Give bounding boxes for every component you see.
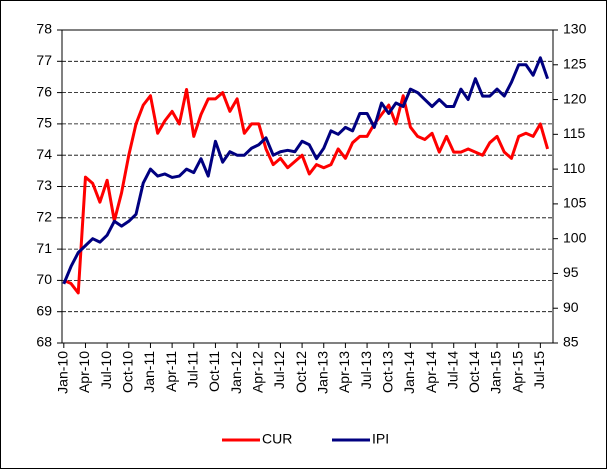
x-tick-label: Oct-12 bbox=[293, 351, 309, 393]
x-tick-label: Oct-11 bbox=[206, 351, 222, 392]
plot-border bbox=[61, 29, 554, 344]
y-tick-label: 68 bbox=[36, 334, 52, 350]
y-tick-label: 76 bbox=[36, 83, 52, 99]
x-tick-label: Jul-11 bbox=[184, 351, 200, 388]
y-tick-label: 69 bbox=[36, 302, 52, 318]
x-tick-label: Jan-13 bbox=[314, 351, 330, 394]
x-tick-label: Jul-13 bbox=[358, 351, 374, 389]
x-tick-label: Apr-14 bbox=[423, 351, 439, 393]
x-tick-label: Jul-10 bbox=[98, 351, 114, 389]
x-tick-label: Jan-10 bbox=[55, 351, 71, 394]
y2-tick-label: 105 bbox=[563, 195, 587, 211]
y2-tick-label: 125 bbox=[563, 55, 587, 71]
x-tick-label: Jan-14 bbox=[401, 351, 417, 394]
x-tick-label: Oct-13 bbox=[379, 351, 395, 393]
y-tick-label: 74 bbox=[36, 146, 52, 162]
series-line bbox=[62, 56, 550, 285]
y-tick-label: 71 bbox=[36, 240, 52, 256]
y2-tick-label: 90 bbox=[563, 299, 579, 315]
x-tick-label: Jul-14 bbox=[444, 351, 460, 389]
legend-label: IPI bbox=[372, 431, 389, 447]
y2-tick-label: 85 bbox=[563, 334, 579, 350]
x-tick-label: Oct-10 bbox=[119, 351, 135, 393]
x-tick-label: Jan-12 bbox=[228, 351, 244, 394]
legend-label: CUR bbox=[262, 431, 292, 447]
x-tick-label: Apr-13 bbox=[336, 351, 352, 393]
y2-tick-label: 95 bbox=[563, 264, 579, 280]
x-tick-label: Apr-11 bbox=[163, 351, 179, 392]
x-tick-label: Apr-15 bbox=[509, 351, 525, 393]
x-tick-label: Apr-10 bbox=[76, 351, 92, 393]
y2-tick-label: 100 bbox=[563, 229, 587, 245]
series-line bbox=[63, 87, 550, 295]
y-tick-label: 78 bbox=[36, 21, 52, 37]
x-tick-label: Jul-15 bbox=[531, 351, 547, 389]
y-tick-label: 77 bbox=[36, 52, 52, 68]
x-tick-label: Jan-15 bbox=[488, 351, 504, 394]
y-tick-label: 75 bbox=[36, 115, 52, 131]
y-tick-label: 70 bbox=[36, 271, 52, 287]
y2-tick-label: 130 bbox=[563, 21, 587, 37]
x-tick-label: Oct-14 bbox=[466, 351, 482, 393]
y-tick-label: 72 bbox=[36, 209, 52, 225]
y-tick-label: 73 bbox=[36, 177, 52, 193]
y2-tick-label: 115 bbox=[563, 125, 586, 141]
x-tick-label: Apr-12 bbox=[249, 351, 265, 393]
x-tick-label: Jul-12 bbox=[271, 351, 287, 389]
x-tick-label: Jan-11 bbox=[141, 351, 157, 393]
y2-tick-label: 120 bbox=[563, 90, 587, 106]
y2-tick-label: 110 bbox=[563, 160, 586, 176]
